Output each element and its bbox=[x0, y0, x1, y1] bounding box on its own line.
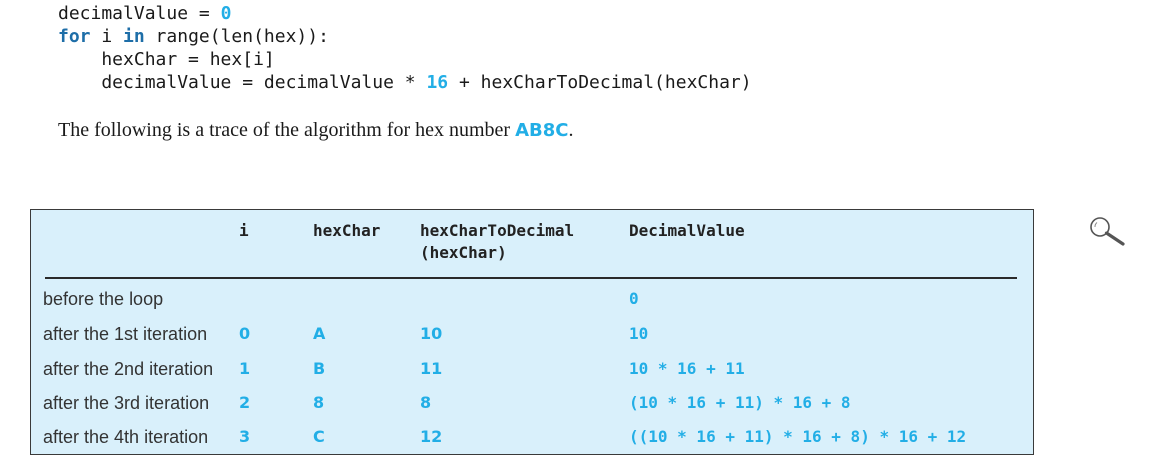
cell-dec: 10 bbox=[420, 324, 443, 343]
cell-value: ((10 * 16 + 11) * 16 + 8) * 16 + 12 bbox=[629, 427, 967, 446]
cell-value: 10 bbox=[629, 324, 649, 343]
cell-hexchar: 8 bbox=[313, 393, 325, 412]
cell-i: 1 bbox=[239, 359, 251, 378]
code-snippet: decimalValue = 0 for i in range(len(hex)… bbox=[58, 2, 752, 94]
trace-table: i hexChar hexCharToDecimal (hexChar) Dec… bbox=[30, 209, 1034, 455]
header-divider bbox=[45, 277, 1017, 279]
cell-i: 0 bbox=[239, 324, 251, 343]
header-decimalvalue: DecimalValue bbox=[629, 221, 745, 240]
table-row: after the 3rd iteration 2 8 8 (10 * 16 +… bbox=[31, 386, 1033, 420]
header-hexchartodecimal: hexCharToDecimal (hexChar) bbox=[420, 221, 575, 262]
cell-value: 0 bbox=[629, 289, 639, 308]
trace-intro-text: The following is a trace of the algorith… bbox=[58, 119, 574, 141]
table-row: after the 2nd iteration 1 B 11 10 * 16 +… bbox=[31, 352, 1033, 386]
table-row: after the 1st iteration 0 A 10 10 bbox=[31, 317, 1033, 351]
cell-hexchar: B bbox=[313, 359, 326, 378]
table-row: after the 4th iteration 3 C 12 ((10 * 16… bbox=[31, 420, 1033, 454]
magnifier-icon[interactable] bbox=[1088, 216, 1128, 248]
code-line-3: hexChar = hex[i] bbox=[58, 49, 275, 70]
row-label: after the 1st iteration bbox=[43, 324, 208, 344]
hex-number: AB8C bbox=[515, 120, 569, 141]
row-label: after the 3rd iteration bbox=[43, 393, 210, 413]
cell-hexchar: A bbox=[313, 324, 326, 343]
cell-i: 3 bbox=[239, 427, 251, 446]
code-line-1: decimalValue = 0 bbox=[58, 3, 232, 24]
cell-i: 2 bbox=[239, 393, 251, 412]
cell-dec: 12 bbox=[420, 427, 443, 446]
header-hexchar: hexChar bbox=[313, 221, 381, 240]
table-row: before the loop 0 bbox=[31, 282, 1033, 316]
cell-value: (10 * 16 + 11) * 16 + 8 bbox=[629, 393, 851, 412]
cell-dec: 8 bbox=[420, 393, 432, 412]
code-line-2: for i in range(len(hex)): bbox=[58, 26, 329, 47]
row-label: after the 4th iteration bbox=[43, 427, 209, 447]
cell-dec: 11 bbox=[420, 359, 443, 378]
cell-value: 10 * 16 + 11 bbox=[629, 359, 745, 378]
code-line-4: decimalValue = decimalValue * 16 + hexCh… bbox=[58, 72, 752, 93]
cell-hexchar: C bbox=[313, 427, 325, 446]
row-label: after the 2nd iteration bbox=[43, 359, 214, 379]
magnifier-icon-graphic bbox=[1090, 217, 1125, 246]
header-i: i bbox=[239, 221, 249, 240]
row-label: before the loop bbox=[43, 289, 164, 309]
